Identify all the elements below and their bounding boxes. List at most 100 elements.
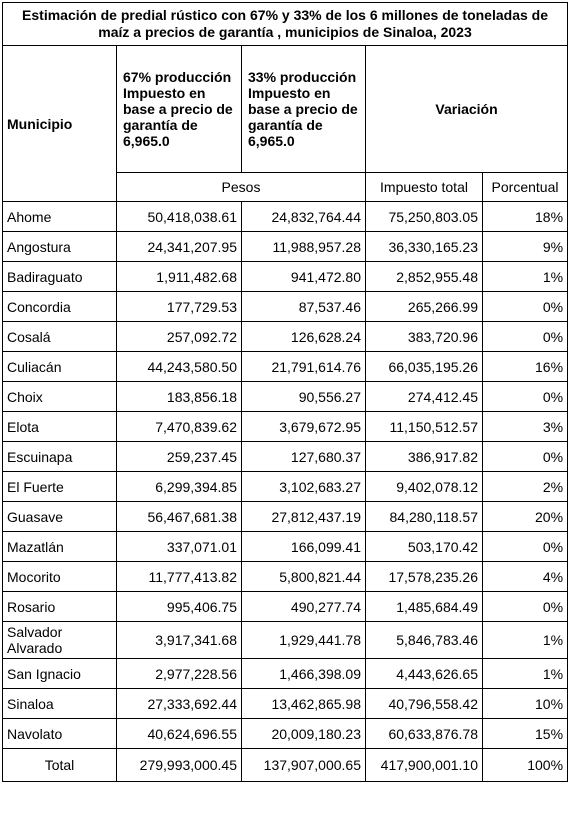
impuesto-33-cell: 90,556.27: [241, 381, 366, 412]
total-row: Total 279,993,000.45 137,907,000.65 417,900…: [2, 748, 569, 782]
municipio-cell: Angostura: [2, 231, 117, 262]
impuesto-total-cell: 9,402,078.12: [365, 471, 483, 502]
impuesto-33-cell: 87,537.46: [241, 291, 366, 322]
porcentual-cell: 15%: [481, 718, 569, 749]
impuesto-33-cell: 3,102,683.27: [241, 471, 366, 502]
impuesto-total-cell: 1,485,684.49: [365, 591, 483, 622]
porcentual-cell: 0%: [481, 321, 569, 352]
header-municipio: Municipio: [2, 45, 117, 202]
impuesto-67-cell: 259,237.45: [116, 441, 242, 472]
porcentual-cell: 3%: [481, 411, 569, 442]
impuesto-total-cell: 66,035,195.26: [365, 351, 483, 382]
impuesto-67-cell: 27,333,692.44: [116, 688, 242, 719]
impuesto-total-cell: 11,150,512.57: [365, 411, 483, 442]
impuesto-33-cell: 20,009,180.23: [241, 718, 366, 749]
table-row: San Ignacio 2,977,228.56 1,466,398.09 4,443…: [2, 658, 569, 689]
table-row: Guasave 56,467,681.38 27,812,437.19 84,280,…: [2, 501, 569, 532]
table-row: Culiacán 44,243,580.50 21,791,614.76 66,035…: [2, 351, 569, 382]
porcentual-cell: 16%: [481, 351, 569, 382]
impuesto-67-cell: 40,624,696.55: [116, 718, 242, 749]
porcentual-cell: 1%: [481, 621, 569, 659]
impuesto-67-cell: 56,467,681.38: [116, 501, 242, 532]
impuesto-total-cell: 383,720.96: [365, 321, 483, 352]
table-row: Cosalá 257,092.72 126,628.24 383,720.96 0%: [2, 321, 569, 352]
total-label: Total: [2, 748, 117, 782]
impuesto-67-cell: 44,243,580.50: [116, 351, 242, 382]
total-33-cell: 137,907,000.65: [241, 748, 366, 782]
impuesto-33-cell: 1,929,441.78: [241, 621, 366, 659]
impuesto-33-cell: 21,791,614.76: [241, 351, 366, 382]
porcentual-cell: 0%: [481, 441, 569, 472]
impuesto-33-cell: 13,462,865.98: [241, 688, 366, 719]
impuesto-67-cell: 183,856.18: [116, 381, 242, 412]
impuesto-total-cell: 60,633,876.78: [365, 718, 483, 749]
impuesto-total-cell: 84,280,118.57: [365, 501, 483, 532]
table-row: Ahome 50,418,038.61 24,832,764.44 75,250,80…: [2, 201, 569, 232]
table-row: Mazatlán 337,071.01 166,099.41 503,170.42 0%: [2, 531, 569, 562]
impuesto-67-cell: 1,911,482.68: [116, 261, 242, 292]
table-row: Escuinapa 259,237.45 127,680.37 386,917.82 0…: [2, 441, 569, 472]
porcentual-cell: 20%: [481, 501, 569, 532]
impuesto-total-cell: 75,250,803.05: [365, 201, 483, 232]
impuesto-total-cell: 274,412.45: [365, 381, 483, 412]
impuesto-67-cell: 995,406.75: [116, 591, 242, 622]
impuesto-total-cell: 17,578,235.26: [365, 561, 483, 592]
total-67-cell: 279,993,000.45: [116, 748, 242, 782]
document-table-container: Estimación de predial rústico con 67% y …: [1, 2, 569, 782]
impuesto-total-cell: 2,852,955.48: [365, 261, 483, 292]
impuesto-67-cell: 24,341,207.95: [116, 231, 242, 262]
municipio-cell: Escuinapa: [2, 441, 117, 472]
municipio-cell: Mocorito: [2, 561, 117, 592]
table-row: Sinaloa 27,333,692.44 13,462,865.98 40,796,…: [2, 688, 569, 719]
header-variacion: Variación: [364, 45, 569, 173]
table-row: Angostura 24,341,207.95 11,988,957.28 36,33…: [2, 231, 569, 262]
municipio-cell: San Ignacio: [2, 658, 117, 689]
table-row: Elota 7,470,839.62 3,679,672.95 11,150,512.…: [2, 411, 569, 442]
porcentual-cell: 0%: [481, 531, 569, 562]
predial-table: Estimación de predial rústico con 67% y …: [1, 2, 569, 782]
impuesto-33-cell: 1,466,398.09: [241, 658, 366, 689]
porcentual-cell: 9%: [481, 231, 569, 262]
table-title: Estimación de predial rústico con 67% y …: [1, 2, 569, 46]
impuesto-33-cell: 5,800,821.44: [241, 561, 366, 592]
table-row: El Fuerte 6,299,394.85 3,102,683.27 9,402,0…: [2, 471, 569, 502]
porcentual-cell: 1%: [481, 658, 569, 689]
impuesto-33-cell: 490,277.74: [241, 591, 366, 622]
table-row: Rosario 995,406.75 490,277.74 1,485,684.49 0…: [2, 591, 569, 622]
impuesto-67-cell: 11,777,413.82: [116, 561, 242, 592]
table-row: Mocorito 11,777,413.82 5,800,821.44 17,578,…: [2, 561, 569, 592]
impuesto-total-cell: 386,917.82: [365, 441, 483, 472]
impuesto-67-cell: 177,729.53: [116, 291, 242, 322]
impuesto-total-cell: 4,443,626.65: [365, 658, 483, 689]
municipio-cell: Badiraguato: [2, 261, 117, 292]
impuesto-67-cell: 337,071.01: [116, 531, 242, 562]
porcentual-cell: 1%: [481, 261, 569, 292]
impuesto-total-cell: 40,796,558.42: [365, 688, 483, 719]
municipio-cell: Sinaloa: [2, 688, 117, 719]
table-row: Salvador Alvarado 3,917,341.68 1,929,441.7…: [2, 621, 569, 659]
municipio-cell: Cosalá: [2, 321, 117, 352]
subheader-impuesto-total: Impuesto total: [365, 172, 483, 202]
impuesto-33-cell: 24,832,764.44: [241, 201, 366, 232]
municipio-cell: Elota: [2, 411, 117, 442]
municipio-cell: Culiacán: [2, 351, 117, 382]
impuesto-33-cell: 3,679,672.95: [241, 411, 366, 442]
impuesto-67-cell: 3,917,341.68: [116, 621, 242, 659]
municipio-cell: Concordia: [2, 291, 117, 322]
impuesto-total-cell: 36,330,165.23: [365, 231, 483, 262]
impuesto-total-cell: 503,170.42: [365, 531, 483, 562]
municipio-cell: Mazatlán: [2, 531, 117, 562]
subheader-porcentual: Porcentual: [481, 172, 569, 202]
impuesto-33-cell: 941,472.80: [241, 261, 366, 292]
porcentual-cell: 4%: [481, 561, 569, 592]
subheader-pesos: Pesos: [116, 172, 366, 202]
porcentual-cell: 0%: [481, 291, 569, 322]
impuesto-67-cell: 50,418,038.61: [116, 201, 242, 232]
impuesto-67-cell: 7,470,839.62: [116, 411, 242, 442]
porcentual-cell: 0%: [481, 591, 569, 622]
impuesto-67-cell: 2,977,228.56: [116, 658, 242, 689]
municipio-cell: Salvador Alvarado: [2, 621, 117, 659]
impuesto-67-cell: 6,299,394.85: [116, 471, 242, 502]
municipio-cell: Rosario: [2, 591, 117, 622]
header-67-produccion: 67% producción Impuesto en base a precio…: [116, 45, 242, 173]
